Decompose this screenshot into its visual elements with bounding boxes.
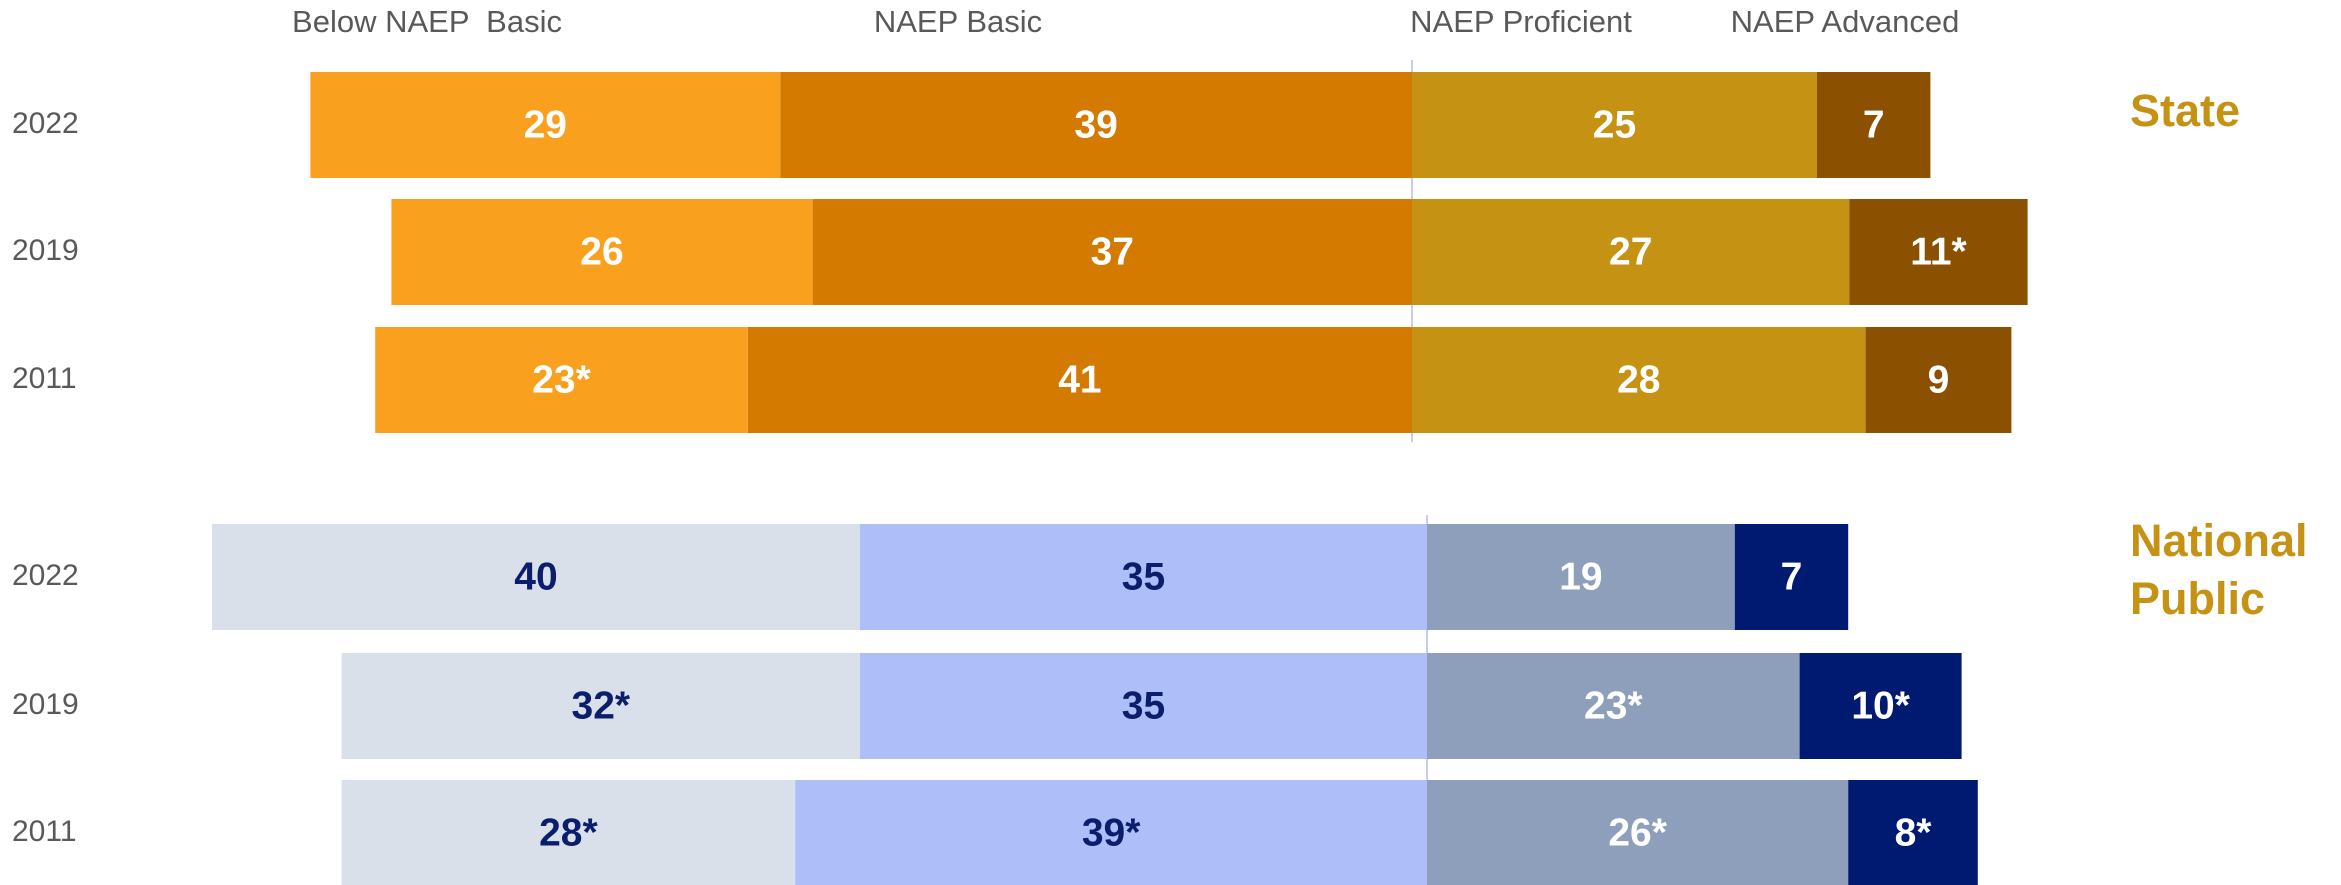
data-label: 26*: [1608, 811, 1667, 854]
data-label: 7: [1863, 103, 1885, 146]
bar-segment: [1427, 780, 1849, 885]
y-tick-label: 2011: [12, 815, 77, 848]
bar-segment: [1799, 653, 1962, 759]
chart-title: State: [2130, 85, 2241, 136]
bar-segment: [1412, 72, 1817, 178]
legend-label: NAEP Proficient: [1410, 4, 1632, 39]
y-tick-label: 2019: [12, 688, 79, 721]
bar-segment: [780, 72, 1412, 178]
bar-segment: [341, 780, 796, 885]
data-label: 19: [1559, 555, 1602, 598]
bar-segment: [1412, 327, 1866, 433]
bar-segment: [747, 327, 1412, 433]
bar-segment: [1427, 653, 1800, 759]
bar-segment: [391, 199, 813, 305]
data-label: 39*: [1082, 811, 1141, 854]
chart-title: National Public: [2130, 515, 2308, 624]
bar-segment: [1427, 524, 1735, 630]
bar-segment: [1412, 199, 1850, 305]
legend-label: NAEP Basic: [874, 4, 1042, 39]
bar-segment: [1734, 524, 1849, 630]
data-label: 28*: [539, 811, 598, 854]
data-label: 29: [524, 103, 567, 146]
y-tick-label: 2019: [12, 234, 79, 267]
data-label: 35: [1122, 555, 1165, 598]
bar-segment: [860, 653, 1427, 759]
bar-segment: [812, 199, 1412, 305]
data-label: 8*: [1895, 811, 1933, 854]
y-tick-label: 2022: [12, 107, 79, 140]
data-label: 37: [1091, 230, 1134, 273]
bar-segment: [341, 653, 861, 759]
data-label: 35: [1122, 684, 1165, 727]
data-label: 11*: [1910, 230, 1967, 273]
y-tick-label: 2022: [12, 559, 79, 592]
bar-segment: [795, 780, 1427, 885]
data-label: 10*: [1851, 684, 1910, 727]
bar-segment: [1849, 199, 2028, 305]
data-label: 41: [1058, 358, 1101, 401]
y-tick-label: 2011: [12, 362, 77, 395]
data-label: 27: [1609, 230, 1652, 273]
data-label: 25: [1593, 103, 1636, 146]
data-label: 23*: [532, 358, 591, 401]
data-label: 40: [514, 555, 557, 598]
data-label: 39: [1074, 103, 1117, 146]
bar-segment: [860, 524, 1427, 630]
bar-segment: [1817, 72, 1931, 178]
legend-label: Below NAEP Basic: [292, 4, 562, 39]
data-label: 7: [1781, 555, 1803, 598]
data-label: 26: [580, 230, 623, 273]
data-label: 9: [1928, 358, 1950, 401]
data-label: 28: [1617, 358, 1660, 401]
data-label: 32*: [572, 684, 631, 727]
bar-segment: [1848, 780, 1978, 885]
bar-segment: [1865, 327, 2012, 433]
bar-segment: [375, 327, 748, 433]
bar-segment: [212, 524, 860, 630]
data-label: 23*: [1584, 684, 1643, 727]
bar-segment: [310, 72, 781, 178]
legend-label: NAEP Advanced: [1731, 4, 1960, 39]
